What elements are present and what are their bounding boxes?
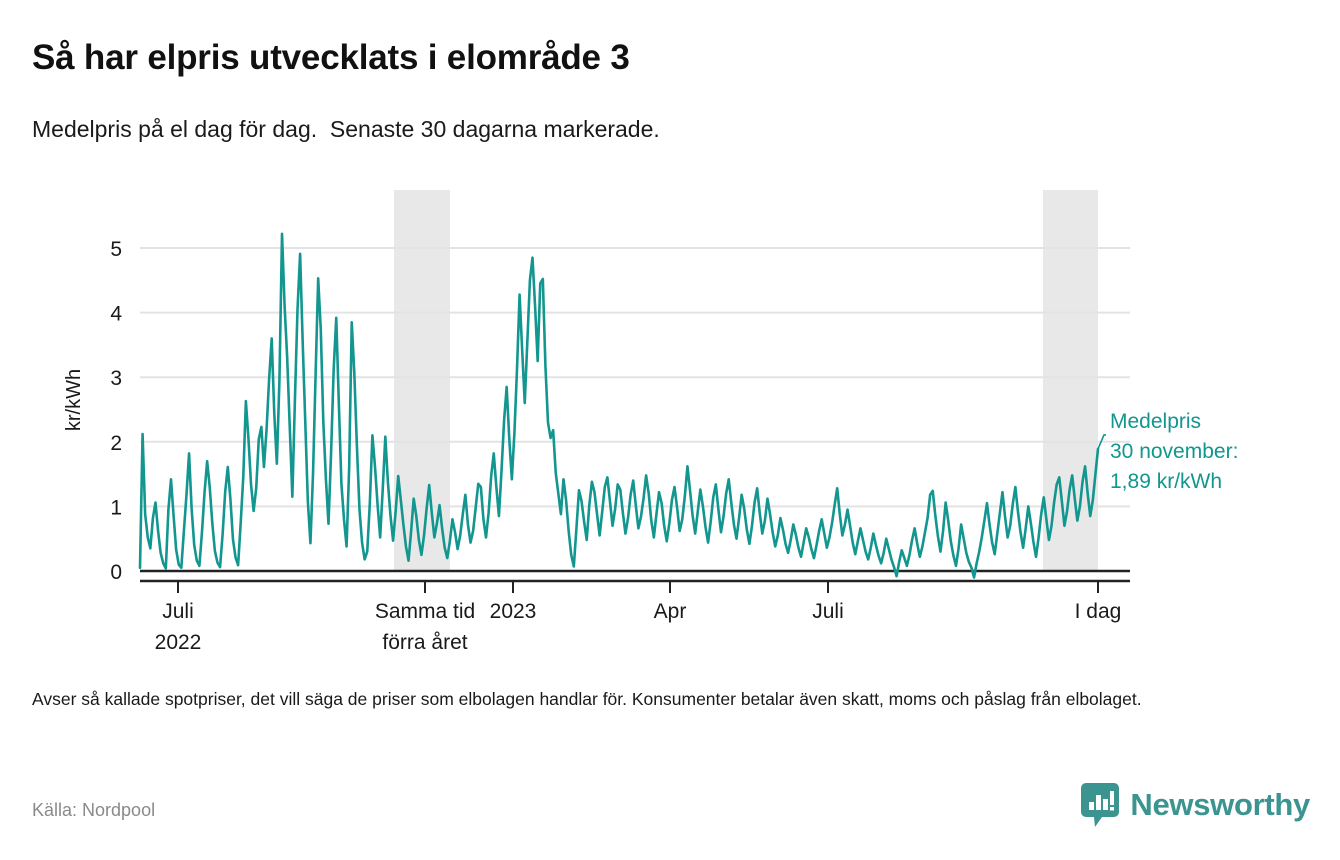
y-axis-title: kr/kWh [63,369,85,431]
y-tick-label: 5 [110,238,122,261]
annotation-line-2: 30 november: [1110,440,1238,463]
annotation-callout: Medelpris 30 november: 1,89 kr/kWh [1097,410,1238,493]
x-tick-label: 2022 [155,631,202,654]
x-tick-label: Samma tid [375,600,475,623]
y-tick-label: 2 [110,432,122,455]
x-tick-label: 2023 [490,600,537,623]
y-tick-label: 4 [110,303,122,326]
x-tick-label: Apr [654,600,687,623]
y-tick-labels: 0 1 2 3 4 5 [110,238,122,584]
annotation-line-1: Medelpris [1110,410,1201,433]
annotation-connector [1097,434,1106,450]
brand-name: Newsworthy [1130,787,1310,822]
line-chart: 0 1 2 3 4 5 kr/kWh Juli 2022 Samma tid förra åre… [63,190,1238,654]
x-tick-label: Juli [162,600,194,623]
x-tick-label: Juli [812,600,844,623]
footnote-text: Avser så kallade spotpriser, det vill sä… [32,689,1142,709]
x-axis-ticks [177,581,1099,593]
x-tick-labels: Juli 2022 Samma tid förra året 2023 Apr Juli I … [155,600,1122,654]
brand-logo: Newsworthy [1080,782,1310,828]
bar-chart-speech-bubble-icon [1081,783,1120,827]
chart-subtitle: Medelpris på el dag för dag. Senaste 30 … [32,116,660,142]
y-tick-label: 3 [110,367,122,390]
page-title: Så har elpris utvecklats i elområde 3 [32,38,630,77]
y-axis-title-text: kr/kWh [63,369,85,431]
y-tick-label: 1 [110,496,122,519]
price-line-series [138,232,1100,579]
x-tick-label: I dag [1075,600,1122,623]
source-label: Källa: Nordpool [32,800,156,820]
x-tick-label: förra året [382,631,467,654]
y-tick-label: 0 [110,561,122,584]
annotation-line-3: 1,89 kr/kWh [1110,470,1222,493]
